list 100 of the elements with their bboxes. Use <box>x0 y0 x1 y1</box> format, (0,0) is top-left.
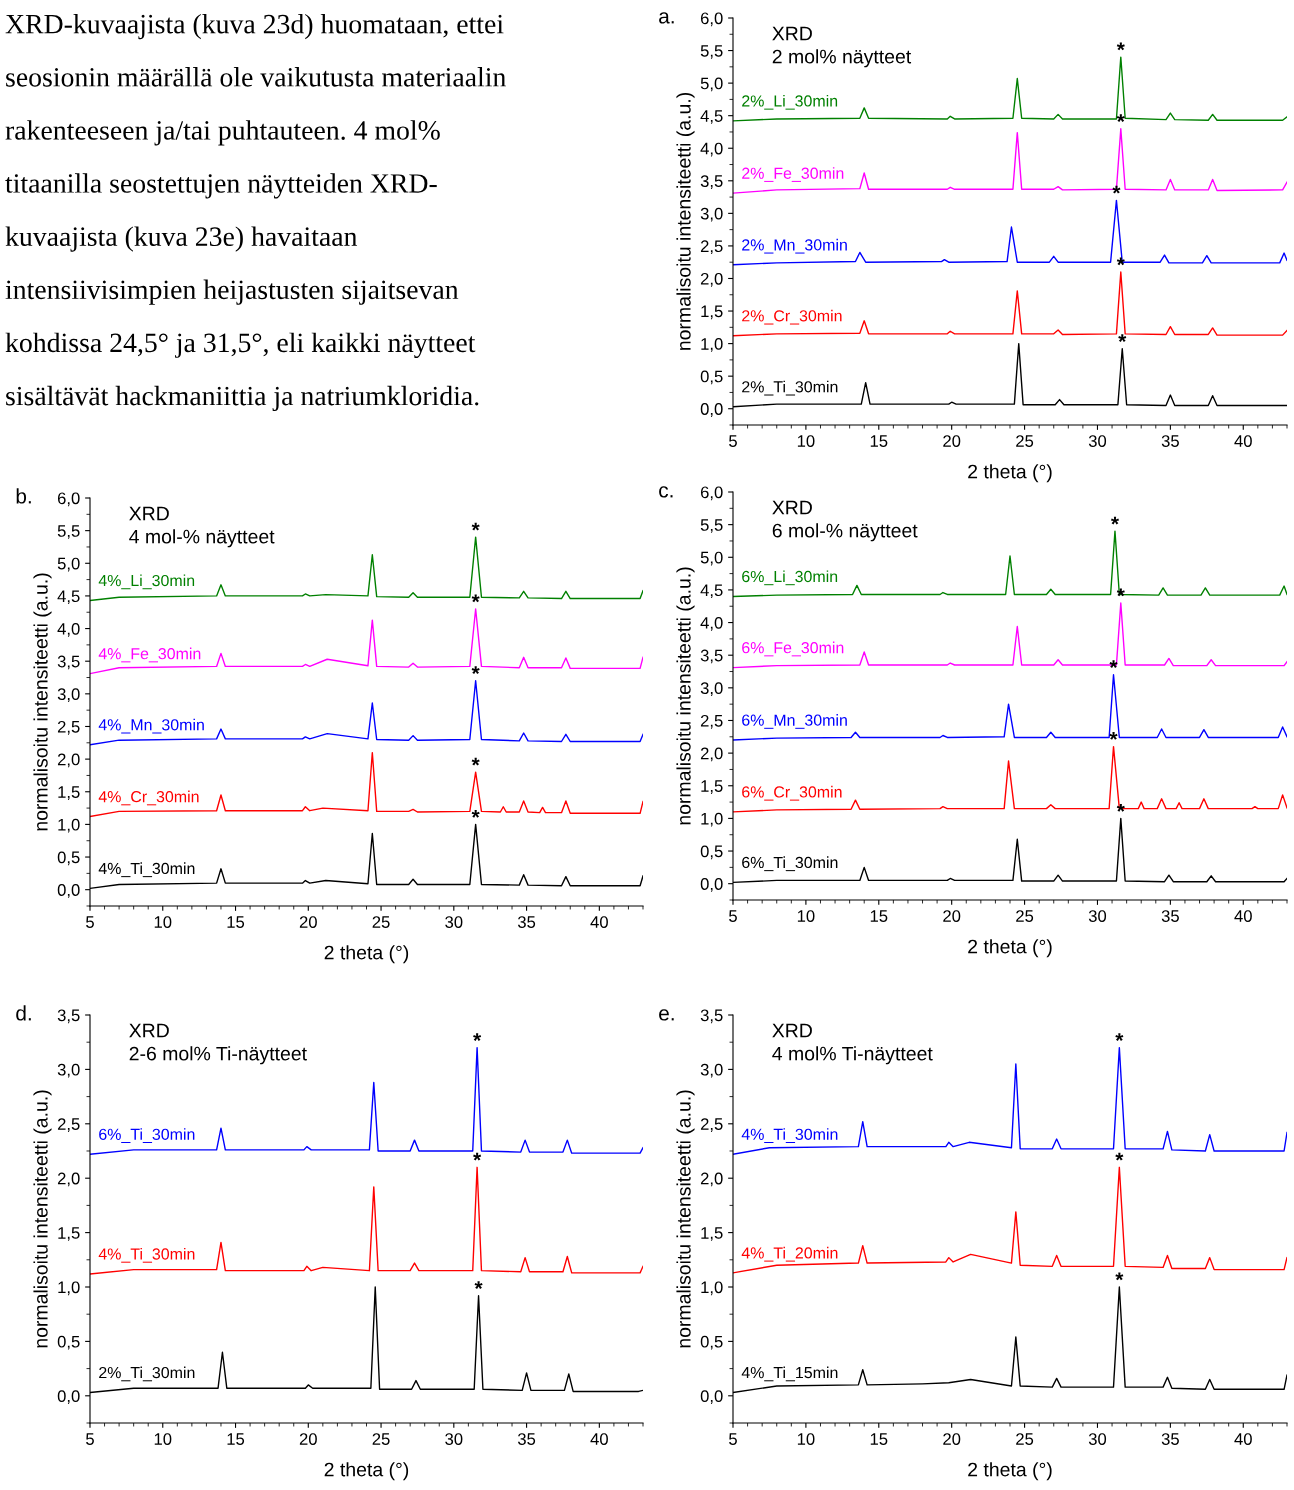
y-tick-label: 1,5 <box>701 780 723 794</box>
y-tick-label: 1,0 <box>701 338 723 352</box>
y-tick-label: 1,0 <box>701 812 723 827</box>
chart-title: b. <box>16 488 31 504</box>
x-tick-label: 30 <box>1088 910 1107 922</box>
line-series <box>733 602 1287 669</box>
annotation: * <box>471 522 480 531</box>
series-label: 4%_Ti_30min <box>741 1128 838 1144</box>
y-tick-label: 2,5 <box>57 720 80 735</box>
x-tick-label: 20 <box>943 435 961 447</box>
text: intensiivisimpien heijastusten sijaitsevan <box>5 279 459 305</box>
x-tick-label: 25 <box>1016 1433 1034 1445</box>
x-tick-label: 35 <box>517 1433 536 1445</box>
y-tick-label: 3,0 <box>700 207 723 222</box>
x-tick-label: 15 <box>227 916 245 928</box>
annotation: * <box>471 809 480 818</box>
y-tick-label: 1,5 <box>58 786 80 800</box>
x-tick-label: 10 <box>154 1433 172 1445</box>
y-tick-label: 5,5 <box>700 45 723 59</box>
y-tick-label: 6,0 <box>700 486 723 501</box>
annotation: * <box>474 1281 483 1289</box>
y-axis-title: normalisoitu intensiteetti (a.u.) <box>676 1090 695 1348</box>
x-tick-label: 5 <box>86 916 94 928</box>
x-tick-label: 30 <box>445 1433 463 1445</box>
text: kohdissa 24,5° ja 31,5°, eli kaikki näytteet <box>5 332 476 358</box>
y-tick-label: 2,5 <box>57 1118 80 1132</box>
y-tick-label: 0,0 <box>57 1390 80 1404</box>
y-tick-label: 5,0 <box>57 557 80 572</box>
annotation: * <box>473 1033 482 1041</box>
y-tick-label: 0,5 <box>57 851 80 866</box>
y-tick-label: 4,0 <box>700 142 723 157</box>
series-label: 2%_Li_30min <box>742 94 838 110</box>
x-axis-title: 2 theta (°) <box>324 1462 409 1481</box>
x-tick-label: 20 <box>299 916 317 928</box>
y-axis-title: normalisoitu intensiteetti (a.u.) <box>676 93 695 350</box>
text: XRD 2 mol% näytteet <box>772 26 912 68</box>
annotation: * <box>471 757 480 766</box>
y-tick-label: 6,0 <box>700 12 723 27</box>
series-label: 4%_Mn_30min <box>98 718 204 734</box>
series-label: 6%_Cr_30min <box>742 785 842 801</box>
x-axis-title: 2 theta (°) <box>968 939 1052 958</box>
annotation: * <box>1115 1033 1124 1041</box>
y-tick-label: 0,0 <box>700 403 723 417</box>
line-series <box>90 751 643 818</box>
x-axis-title: 2 theta (°) <box>968 1462 1052 1481</box>
series-label: 4%_Ti_20min <box>741 1246 838 1262</box>
annotation: * <box>1115 1272 1124 1281</box>
y-tick-label: 2,5 <box>700 240 723 255</box>
y-tick-label: 2,0 <box>700 272 723 287</box>
series-label: 6%_Ti_30min <box>99 1128 195 1144</box>
series-label: 4%_Li_30min <box>98 574 195 590</box>
x-tick-label: 40 <box>1234 1433 1252 1445</box>
y-tick-label: 0,0 <box>700 1390 723 1404</box>
x-tick-label: 5 <box>86 1433 94 1445</box>
series-label: 6%_Li_30min <box>742 570 838 586</box>
y-tick-label: 2,0 <box>700 747 723 762</box>
x-tick-label: 35 <box>1161 910 1179 922</box>
series-label: 2%_Mn_30min <box>742 238 847 254</box>
annotation: * <box>473 1152 482 1161</box>
y-tick-label: 1,5 <box>58 1227 80 1241</box>
y-tick-label: 3,0 <box>700 1063 723 1078</box>
y-tick-label: 3,5 <box>700 175 723 189</box>
series-label: 4%_Ti_30min <box>98 1247 195 1263</box>
text: seosionin määrällä ole vaikutusta materiaalin <box>6 67 506 87</box>
y-tick-label: 6,0 <box>57 492 80 507</box>
series-label: 6%_Ti_30min <box>742 856 838 872</box>
x-tick-label: 30 <box>1088 435 1107 447</box>
x-tick-label: 10 <box>154 916 172 928</box>
y-tick-label: 4,5 <box>57 590 80 605</box>
text: XRD-kuvaajista (kuva 23d) huomataan, ettei <box>5 13 504 40</box>
line-series <box>733 199 1287 266</box>
y-axis-title: normalisoitu intensiteetti (a.u.) <box>33 573 52 831</box>
y-tick-label: 0,5 <box>700 845 723 860</box>
annotation: * <box>1116 42 1125 51</box>
x-tick-label: 25 <box>1016 910 1034 922</box>
x-tick-label: 35 <box>1161 435 1179 447</box>
series-label: 6%_Fe_30min <box>742 641 844 657</box>
series-label: 4%_Cr_30min <box>98 790 199 806</box>
x-tick-label: 35 <box>1161 1433 1179 1445</box>
y-tick-label: 0,0 <box>57 884 80 898</box>
x-tick-label: 40 <box>1234 435 1252 447</box>
x-tick-label: 5 <box>729 1433 737 1445</box>
x-tick-label: 10 <box>797 910 815 922</box>
y-tick-label: 1,0 <box>701 1281 723 1296</box>
text: XRD 2-6 mol% Ti-näytteet <box>129 1023 307 1065</box>
y-tick-label: 1,0 <box>58 1281 80 1296</box>
y-axis-title: normalisoitu intensiteetti (a.u.) <box>676 567 695 825</box>
y-tick-label: 0,5 <box>700 370 723 385</box>
chart-title: a. <box>659 12 674 24</box>
series-label: 2%_Cr_30min <box>742 309 842 325</box>
x-axis-title: 2 theta (°) <box>968 464 1052 483</box>
y-tick-label: 5,0 <box>700 77 723 92</box>
y-tick-label: 1,0 <box>58 818 80 833</box>
y-tick-label: 3,5 <box>700 649 723 664</box>
series-label: 2%_Ti_30min <box>99 1366 195 1382</box>
y-tick-label: 1,5 <box>701 1227 723 1241</box>
x-tick-label: 40 <box>590 1433 608 1445</box>
line-series <box>90 608 643 675</box>
text: sisältävät hackmaniittia ja natriumkloridia. <box>6 385 479 412</box>
annotation: * <box>1118 334 1127 343</box>
